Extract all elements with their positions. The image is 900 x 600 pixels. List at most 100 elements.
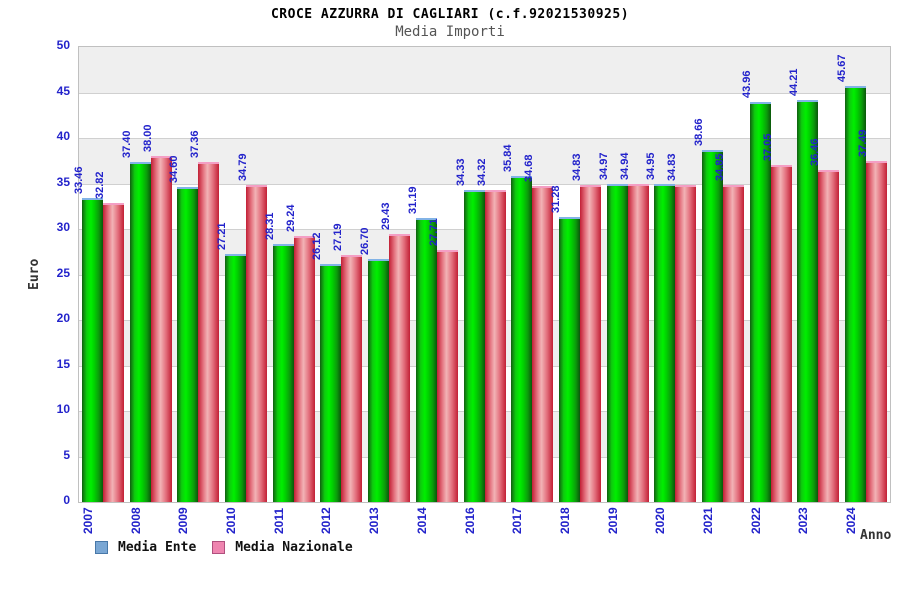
bar-media-ente — [81, 197, 103, 502]
bar-media-ente — [368, 259, 390, 502]
bar-media-nazionale — [579, 185, 601, 502]
y-tick-label: 10 — [56, 402, 70, 416]
bar-media-nazionale — [675, 185, 697, 502]
y-tick-label: 35 — [56, 174, 70, 189]
bar-media-nazionale — [866, 160, 888, 502]
bar-value-label: 31.19 — [406, 186, 419, 215]
bar-media-nazionale — [150, 156, 172, 502]
bar-media-ente — [177, 187, 199, 502]
x-category-label: 2019 — [605, 507, 620, 534]
y-tick-label: 20 — [56, 311, 70, 325]
legend-label-media-nazionale: Media Nazionale — [235, 540, 353, 555]
gridline — [79, 92, 890, 94]
bar-value-label: 34.32 — [475, 158, 488, 186]
y-tick-label: 45 — [56, 83, 70, 98]
bar-value-label: 28.31 — [263, 212, 276, 241]
bar-value-label: 44.21 — [788, 68, 801, 96]
legend-item-media-ente: Media Ente — [95, 540, 196, 555]
media-nazionale-swatch-icon — [212, 541, 226, 554]
bar-media-nazionale — [293, 235, 315, 502]
x-category-label: 2011 — [271, 507, 286, 534]
y-tick-label: 15 — [56, 356, 70, 371]
bar-value-label: 34.60 — [168, 155, 181, 184]
bar-media-nazionale — [723, 184, 745, 502]
bar-media-ente — [749, 101, 771, 502]
x-category-label: 2009 — [176, 507, 191, 534]
x-category-label: 2016 — [462, 507, 477, 534]
bar-media-ente — [415, 218, 437, 502]
bar-value-label: 34.85 — [714, 153, 727, 181]
bar-value-label: 26.70 — [359, 227, 372, 256]
bar-value-label: 27.21 — [215, 222, 228, 251]
bar-value-label: 35.84 — [502, 144, 515, 172]
chart-title: CROCE AZZURRA DI CAGLIARI (c.f.920215309… — [270, 7, 630, 22]
x-category-label: 2012 — [319, 507, 334, 534]
bar-media-ente — [845, 86, 867, 502]
x-category-label: 2017 — [510, 507, 525, 534]
gridline — [79, 183, 890, 185]
bar-media-nazionale — [102, 203, 124, 502]
y-tick-label: 5 — [63, 447, 70, 462]
bar-media-ente — [558, 217, 580, 502]
bar-media-nazionale — [770, 164, 792, 502]
bar-media-nazionale — [436, 249, 458, 502]
x-category-label: 2021 — [701, 507, 716, 534]
bar-value-label: 45.67 — [836, 54, 849, 83]
x-category-label: 2020 — [653, 507, 668, 534]
bar-value-label: 29.43 — [380, 202, 393, 231]
bar-value-label: 27.19 — [332, 223, 345, 251]
legend-label-media-ente: Media Ente — [118, 540, 197, 555]
y-tick-label: 25 — [56, 265, 70, 280]
x-category-label: 2007 — [80, 507, 95, 534]
bar-media-ente — [797, 99, 819, 502]
plot-area: 33.46 32.82 37.40 38.00 34.60 37.36 27.21 34.79… — [73, 46, 891, 503]
bar-value-label: 37.36 — [189, 130, 202, 159]
bar-media-nazionale — [341, 254, 363, 502]
chart-subtitle: Media Importi — [395, 24, 505, 40]
bar-value-label: 34.83 — [666, 153, 679, 182]
bar-value-label: 43.96 — [740, 70, 753, 98]
x-category-label: 2010 — [223, 507, 238, 534]
bar-value-label: 34.68 — [523, 154, 536, 183]
x-category-label: 2023 — [796, 507, 811, 534]
bar-value-label: 29.24 — [284, 204, 297, 232]
bar-value-label: 26.12 — [311, 232, 324, 261]
bar-value-label: 31.28 — [549, 185, 562, 214]
bar-value-label: 38.00 — [141, 124, 154, 153]
bar-value-label: 37.05 — [761, 133, 774, 161]
bar-media-ente — [129, 161, 151, 502]
x-category-label: 2013 — [367, 507, 382, 534]
bar-media-ente — [654, 183, 676, 502]
bar-media-ente — [272, 244, 294, 502]
y-tick-label: 30 — [56, 220, 70, 234]
y-tick-label: 0 — [63, 493, 70, 507]
bar-value-label: 27.71 — [427, 218, 440, 246]
bar-value-label: 38.66 — [693, 118, 706, 147]
bar-value-label: 37.49 — [857, 129, 870, 157]
x-category-label: 2022 — [748, 507, 763, 534]
bar-media-ente — [224, 254, 246, 502]
bar-media-nazionale — [484, 189, 506, 502]
y-tick-label: 40 — [56, 129, 70, 143]
bar-value-label: 34.83 — [570, 153, 583, 182]
bar-value-label: 34.95 — [645, 152, 658, 180]
x-category-label: 2018 — [557, 507, 572, 534]
bar-value-label: 37.40 — [120, 130, 133, 158]
bar-media-nazionale — [532, 186, 554, 502]
gridline — [79, 138, 890, 139]
bar-media-ente — [320, 264, 342, 502]
bar-media-nazionale — [818, 170, 840, 502]
bar-media-nazionale — [627, 184, 649, 502]
y-tick-label: 50 — [56, 38, 70, 52]
x-category-label: 2014 — [414, 507, 429, 534]
bar-media-ente — [702, 150, 724, 502]
bar-media-ente — [606, 183, 628, 502]
bar-value-label: 33.46 — [72, 165, 85, 194]
bar-value-label: 34.94 — [618, 152, 631, 181]
legend: Media Ente Media Nazionale — [95, 540, 353, 555]
media-ente-swatch-icon — [95, 541, 108, 554]
bar-media-nazionale — [389, 234, 411, 502]
plot-band — [79, 47, 890, 93]
bar-value-label: 34.97 — [597, 152, 610, 180]
